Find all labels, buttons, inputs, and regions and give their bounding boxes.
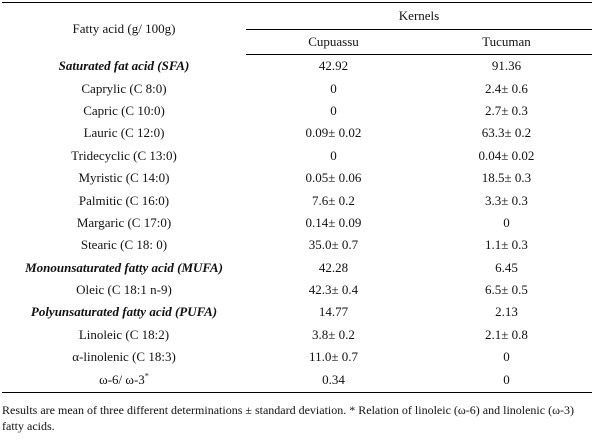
fatty-acid-label: Oleic (C 18:1 n-9) (2, 279, 246, 301)
cupuassu-value: 0.05± 0.06 (305, 170, 362, 186)
table-row: Lauric (C 12:0) 0.09± 0.02 63.3± 0.2 (2, 122, 592, 144)
header-fatty-acid: Fatty acid (g/ 100g) (72, 20, 176, 36)
table-row: Palmitic (C 16:0) 7.6± 0.2 3.3± 0.3 (2, 189, 592, 211)
table-row: Saturated fat acid (SFA) 42.92 91.36 (2, 55, 592, 78)
table-row: Caprylic (C 8:0) 0 2.4± 0.6 (2, 77, 592, 99)
table-row: Margaric (C 17:0) 0.14± 0.09 0 (2, 212, 592, 234)
cupuassu-value: 0.09± 0.02 (305, 125, 362, 141)
table-row: Capric (C 10:0) 0 2.7± 0.3 (2, 100, 592, 122)
header-cupuassu: Cupuassu (246, 29, 421, 55)
fatty-acid-name: Palmitic (C 16:0) (78, 192, 170, 208)
fatty-acid-label: ω-6/ ω-3* (2, 368, 246, 394)
table-row: Linoleic (C 18:2) 3.8± 0.2 2.1± 0.8 (2, 324, 592, 346)
fatty-acid-label: Margaric (C 17:0) (2, 212, 246, 234)
fatty-acid-label: Tridecyclic (C 13:0) (2, 145, 246, 167)
fatty-acid-name: Stearic (C 18: 0) (80, 237, 168, 253)
cupuassu-value: 0 (330, 102, 337, 118)
category-abbr: (PUFA) (174, 304, 218, 320)
cupuassu-value: 0.34 (246, 368, 421, 394)
fatty-acid-name: Caprylic (C 8:0) (81, 80, 167, 96)
table-row: Oleic (C 18:1 n-9) 42.3± 0.4 6.5± 0.5 (2, 279, 592, 301)
table-row: Tridecyclic (C 13:0) 0 0.04± 0.02 (2, 145, 592, 167)
fatty-acid-label: Stearic (C 18: 0) (2, 234, 246, 256)
header-tucuman: Tucuman (421, 29, 592, 55)
table-row: Monounsaturated fatty acid (MUFA) 42.28 6.… (2, 257, 592, 279)
category-abbr: (SFA) (157, 57, 190, 73)
header-kernels: Kernels (246, 2, 592, 30)
tucuman-value: 6.45 (495, 259, 518, 275)
category-name: Polyunsaturated fatty acid (30, 304, 175, 320)
category-label: Monounsaturated fatty acid (MUFA) (2, 257, 246, 279)
tucuman-value: 2.7± 0.3 (485, 102, 528, 118)
fatty-acid-name: Linoleic (C 18:2) (78, 326, 170, 342)
cupuassu-value: 0 (330, 80, 337, 96)
cupuassu-value: 42.3± 0.4 (308, 282, 359, 298)
fatty-acid-label: Palmitic (C 16:0) (2, 189, 246, 211)
category-name: Saturated fat acid (58, 57, 158, 73)
fatty-acid-name: ω-6/ ω-3 (99, 372, 145, 388)
tucuman-value: 0 (503, 349, 510, 365)
cupuassu-value: 7.6± 0.2 (312, 192, 355, 208)
cupuassu-value: 42.92 (318, 58, 349, 74)
tucuman-value: 18.5± 0.3 (481, 170, 532, 186)
tucuman-value: 2.13 (495, 304, 518, 320)
cupuassu-value: 42.28 (318, 259, 349, 275)
table-row: ω-6/ ω-3* 0.34 0 (2, 368, 592, 394)
tucuman-value: 2.4± 0.6 (485, 80, 528, 96)
fatty-acid-name: Lauric (C 12:0) (83, 125, 165, 141)
tucuman-value: 2.1± 0.8 (485, 326, 528, 342)
cupuassu-value: 0 (330, 147, 337, 163)
tucuman-value: 0 (421, 368, 592, 394)
tucuman-value: 0.04± 0.02 (478, 147, 535, 163)
fatty-acid-name: Margaric (C 17:0) (76, 214, 172, 230)
fatty-acid-name: Tridecyclic (C 13:0) (71, 147, 177, 163)
category-name: Monounsaturated fatty acid (25, 259, 178, 275)
tucuman-value: 6.5± 0.5 (485, 282, 528, 298)
fatty-acid-label: Lauric (C 12:0) (2, 122, 246, 144)
tucuman-value: 63.3± 0.2 (481, 125, 532, 141)
fatty-acid-label: Caprylic (C 8:0) (2, 77, 246, 99)
fatty-acid-label: α-linolenic (C 18:3) (2, 346, 246, 368)
fatty-acid-name: Capric (C 10:0) (83, 102, 165, 118)
category-label: Saturated fat acid (SFA) (2, 55, 246, 78)
tucuman-value: 3.3± 0.3 (485, 192, 528, 208)
table-body: Saturated fat acid (SFA) 42.92 91.36 Capryl… (2, 55, 592, 394)
table-footnote: Results are mean of three different dete… (2, 403, 574, 433)
tucuman-value: 91.36 (491, 58, 522, 74)
table-row: Stearic (C 18: 0) 35.0± 0.7 1.1± 0.3 (2, 234, 592, 256)
fatty-acid-label: Myristic (C 14:0) (2, 167, 246, 189)
fatty-acid-name: α-linolenic (C 18:3) (72, 349, 176, 365)
cupuassu-value: 11.0± 0.7 (309, 349, 358, 365)
fatty-acid-name: Oleic (C 18:1 n-9) (76, 282, 172, 298)
table-row: Polyunsaturated fatty acid (PUFA) 14.77 2.… (2, 301, 592, 323)
cupuassu-value: 35.0± 0.7 (308, 237, 359, 253)
cupuassu-value: 3.8± 0.2 (312, 326, 355, 342)
category-label: Polyunsaturated fatty acid (PUFA) (2, 301, 246, 323)
fatty-acid-label: Capric (C 10:0) (2, 100, 246, 122)
footnote-marker: * (144, 372, 149, 382)
tucuman-value: 1.1± 0.3 (485, 237, 528, 253)
table-row: α-linolenic (C 18:3) 11.0± 0.7 0 (2, 346, 592, 368)
tucuman-value: 0 (503, 214, 510, 230)
cupuassu-value: 0.14± 0.09 (305, 214, 362, 230)
fatty-acid-table: Fatty acid (g/ 100g) Kernels Cupuassu Tu… (2, 2, 592, 394)
table-row: Myristic (C 14:0) 0.05± 0.06 18.5± 0.3 (2, 167, 592, 189)
cupuassu-value: 14.77 (318, 304, 349, 320)
fatty-acid-name: Myristic (C 14:0) (78, 170, 170, 186)
category-abbr: (MUFA) (177, 259, 223, 275)
fatty-acid-label: Linoleic (C 18:2) (2, 324, 246, 346)
